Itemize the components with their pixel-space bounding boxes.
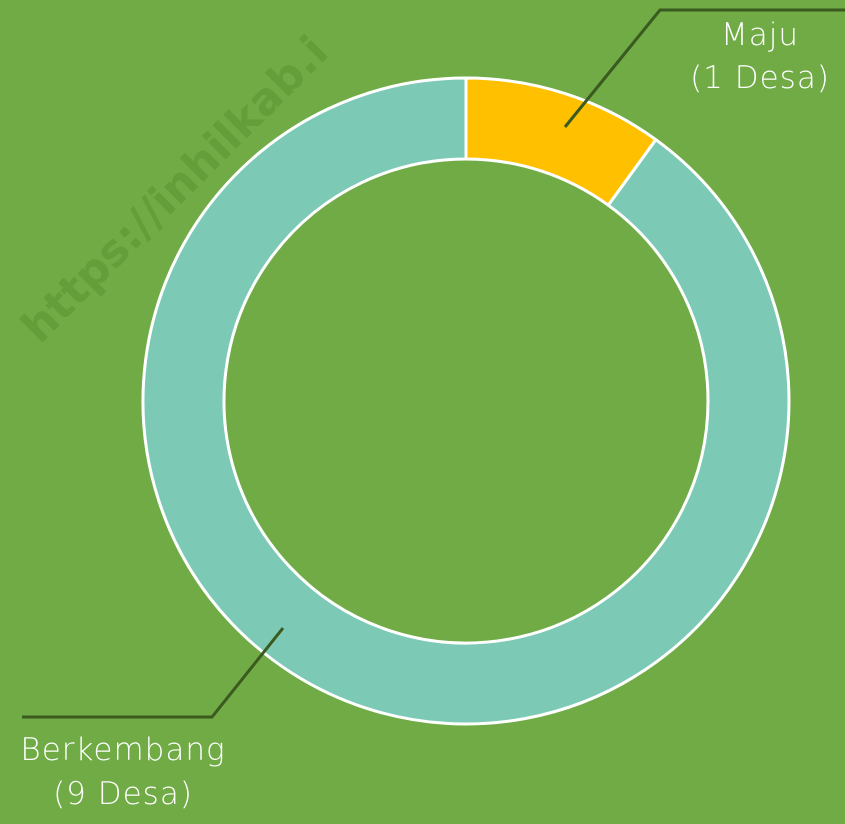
value-label: (9 Desa) <box>53 776 193 812</box>
leader-line <box>563 8 845 128</box>
donut-slice <box>141 76 791 726</box>
value-label: (1 Desa) <box>690 60 830 96</box>
leader-line <box>22 627 285 719</box>
slice-label: Berkembang <box>20 732 225 768</box>
slice-label: Maju <box>721 17 799 53</box>
